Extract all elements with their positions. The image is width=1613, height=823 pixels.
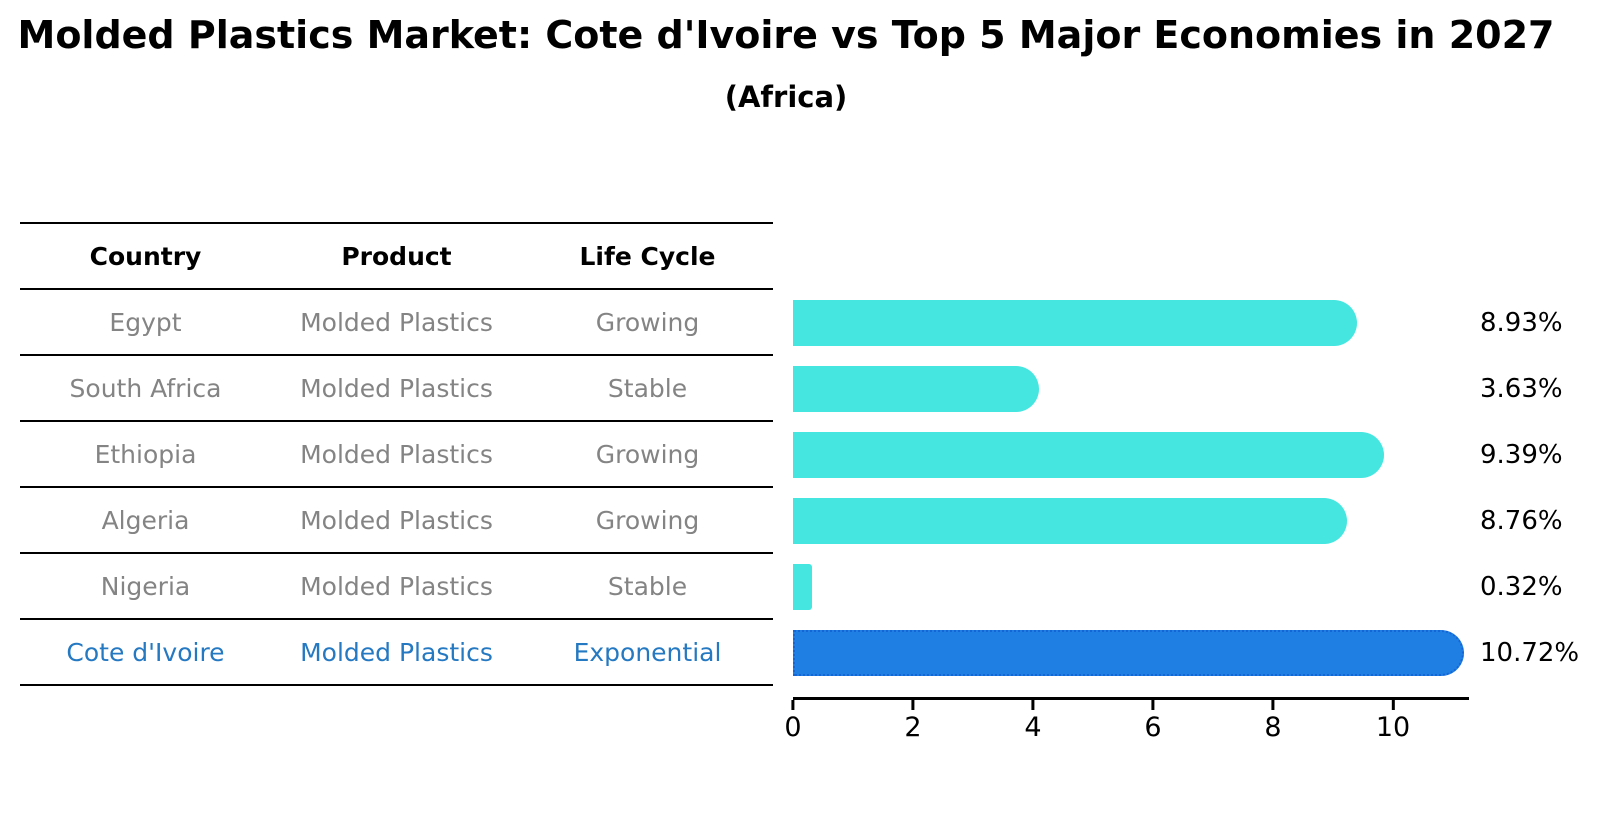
bar-row-cote-divoire: 10.72% [793,620,1608,686]
cell-product: Molded Plastics [300,439,493,469]
table-row-nigeria: Nigeria Molded Plastics Stable [20,554,773,620]
x-axis-tick-label: 2 [904,712,922,743]
comparison-table: Country Product Life Cycle Egypt Molded … [20,222,773,686]
bar-row-south-africa: 3.63% [793,356,1608,422]
bar-value-egypt: 8.93% [1480,308,1563,338]
x-axis-tick-8: 8 [1264,700,1282,743]
table-row-south-africa: South Africa Molded Plastics Stable [20,356,773,422]
table-header-row: Country Product Life Cycle [20,222,773,290]
header-country: Country [89,241,202,271]
bar-chart: 8.93% 3.63% 9.39% 8.76% 0.32% 10.72% 0 [784,290,1608,810]
bar-value-south-africa: 3.63% [1480,374,1563,404]
x-axis-tick-label: 8 [1264,712,1282,743]
x-axis-tick-4: 4 [1024,700,1042,743]
cell-country: South Africa [69,373,222,403]
bar-row-nigeria: 0.32% [793,554,1608,620]
x-axis-tick-mark [1151,700,1155,710]
cell-country: Ethiopia [94,439,197,469]
bar-value-nigeria: 0.32% [1480,572,1563,602]
header-life-cycle: Life Cycle [579,241,716,271]
x-axis-tick-0: 0 [784,700,802,743]
bar-value-cote-divoire: 10.72% [1480,638,1580,668]
cell-life-cycle: Exponential [573,637,722,667]
x-axis-tick-mark [1271,700,1275,710]
cell-product: Molded Plastics [300,505,493,535]
cell-life-cycle: Growing [595,439,700,469]
bar-algeria [793,498,1347,544]
bar-value-ethiopia: 9.39% [1480,440,1563,470]
bar-row-ethiopia: 9.39% [793,422,1608,488]
x-axis-tick-2: 2 [904,700,922,743]
cell-country: Egypt [109,307,182,337]
x-axis-tick-label: 6 [1144,712,1162,743]
cell-product: Molded Plastics [300,571,493,601]
x-axis-tick-mark [1391,700,1395,710]
bar-nigeria [793,564,813,610]
x-axis-tick-10: 10 [1376,700,1410,743]
cell-life-cycle: Growing [595,505,700,535]
bar-row-algeria: 8.76% [793,488,1608,554]
x-axis-tick-label: 10 [1375,712,1411,743]
x-axis-tick-6: 6 [1144,700,1162,743]
cell-product: Molded Plastics [300,373,493,403]
chart-title: Molded Plastics Market: Cote d'Ivoire vs… [17,13,1555,57]
bar-ethiopia [793,432,1385,478]
bar-cote-divoire-highlight [793,630,1465,676]
cell-product: Molded Plastics [300,637,493,667]
x-axis-tick-mark [791,700,795,710]
x-axis-tick-label: 4 [1024,712,1042,743]
table-row-algeria: Algeria Molded Plastics Growing [20,488,773,554]
bar-value-algeria: 8.76% [1480,506,1563,536]
cell-product: Molded Plastics [300,307,493,337]
x-axis-tick-label: 0 [784,712,802,743]
x-axis-tick-mark [1031,700,1035,710]
cell-country: Nigeria [100,571,191,601]
table-row-ethiopia: Ethiopia Molded Plastics Growing [20,422,773,488]
x-axis-tick-mark [911,700,915,710]
chart-subtitle: (Africa) [724,80,848,114]
cell-life-cycle: Growing [595,307,700,337]
cell-country: Algeria [101,505,190,535]
cell-life-cycle: Stable [607,571,688,601]
cell-country: Cote d'Ivoire [66,637,225,667]
table-row-egypt: Egypt Molded Plastics Growing [20,290,773,356]
table-row-cote-divoire: Cote d'Ivoire Molded Plastics Exponentia… [20,620,773,686]
bar-egypt [793,300,1357,346]
cell-life-cycle: Stable [607,373,688,403]
header-product: Product [341,241,452,271]
bar-south-africa [793,366,1039,412]
x-axis-line [793,697,1469,700]
bar-row-egypt: 8.93% [793,290,1608,356]
